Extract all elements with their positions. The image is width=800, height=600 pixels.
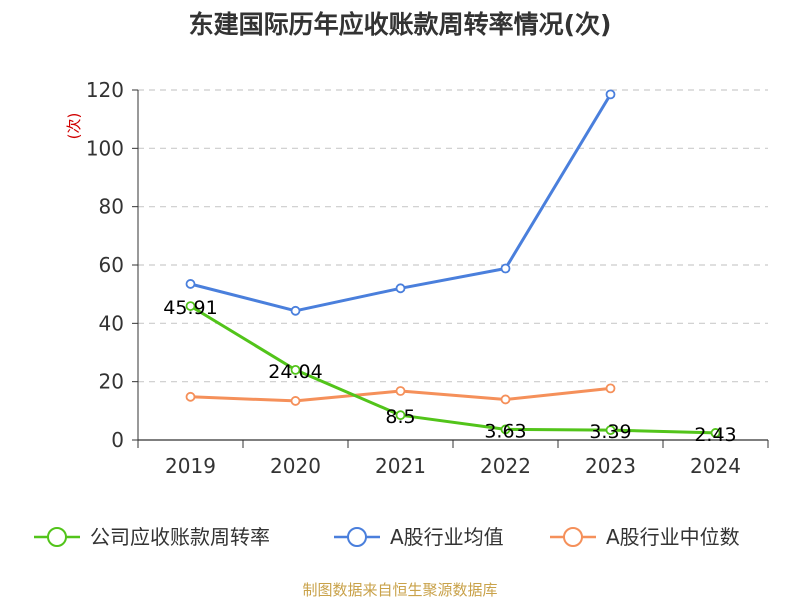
data-label: 45.91 (163, 297, 217, 319)
y-tick-label: 60 (99, 253, 124, 277)
data-point (500, 394, 511, 405)
y-axis-unit: (次) (65, 113, 83, 140)
y-tick-label: 40 (99, 311, 124, 335)
data-label: 3.63 (484, 420, 526, 442)
data-point (290, 305, 301, 316)
y-tick-label: 100 (86, 136, 124, 160)
data-point (290, 364, 301, 375)
series-line (189, 92, 612, 313)
x-tick-label: 2021 (375, 454, 426, 478)
legend-marker (563, 527, 583, 547)
data-label: 2.43 (694, 424, 736, 446)
legend-label: A股行业中位数 (606, 525, 740, 549)
data-point (605, 89, 616, 100)
y-tick-label: 120 (86, 78, 124, 102)
y-tick-label: 0 (111, 428, 124, 452)
series-layer (185, 89, 721, 438)
data-point (710, 428, 721, 438)
data-point (185, 279, 196, 289)
x-tick-label: 2023 (585, 454, 636, 478)
source-note: 制图数据来自恒生聚源数据库 (302, 581, 497, 599)
legend: 公司应收账款周转率 A股行业均值 A股行业中位数 (34, 525, 740, 549)
x-tick-label: 2020 (270, 454, 321, 478)
data-label: 24.04 (268, 361, 322, 383)
x-axis: 2019 2020 2021 2022 2023 2024 (137, 439, 769, 478)
chart-title: 东建国际历年应收账款周转率情况(次) (189, 10, 612, 39)
x-tick-label: 2024 (690, 454, 741, 478)
data-point (185, 301, 196, 311)
grid-lines (138, 89, 768, 383)
data-point (605, 383, 616, 394)
data-point (500, 263, 511, 274)
data-point (395, 283, 406, 294)
y-tick-label: 20 (99, 370, 124, 394)
data-labels: 45.91 24.04 8.5 3.63 3.39 2.43 (163, 297, 736, 446)
data-point (185, 391, 196, 402)
data-label: 3.39 (589, 421, 631, 443)
data-point (395, 386, 406, 396)
legend-marker (347, 527, 367, 547)
legend-marker (47, 527, 67, 547)
x-tick-label: 2019 (165, 454, 216, 478)
series-line (189, 304, 717, 435)
data-point (290, 396, 301, 406)
data-label: 8.5 (385, 406, 415, 428)
y-axis: 0 20 40 60 80 100 120 (86, 78, 139, 452)
data-point (605, 425, 616, 436)
data-point (500, 424, 511, 435)
legend-label: 公司应收账款周转率 (90, 525, 270, 549)
y-tick-label: 80 (99, 195, 124, 219)
data-point (395, 410, 406, 421)
x-tick-label: 2022 (480, 454, 531, 478)
legend-label: A股行业均值 (390, 525, 504, 549)
